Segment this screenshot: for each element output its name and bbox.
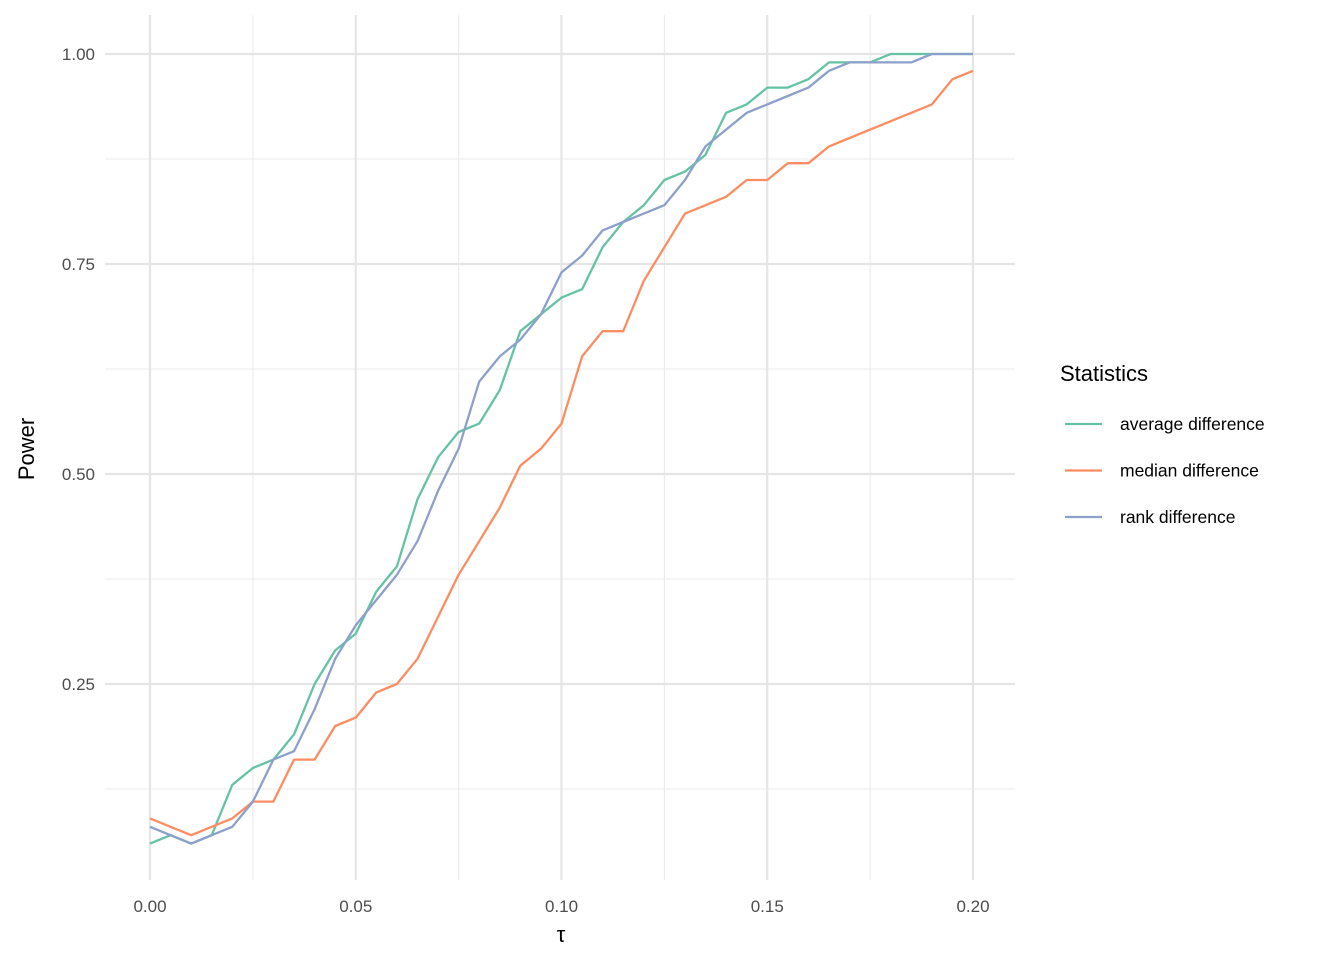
- y-tick-label: 0.25: [62, 675, 95, 694]
- series-lines: [149, 52, 974, 845]
- y-axis-ticks: 0.25 0.50 0.75 1.00: [62, 45, 95, 694]
- y-tick-label: 0.75: [62, 255, 95, 274]
- series-line-rank-difference: [149, 52, 973, 845]
- legend-label: median difference: [1120, 461, 1259, 481]
- legend-label: rank difference: [1120, 507, 1235, 527]
- x-tick-label: 0.10: [545, 897, 578, 916]
- series-line-median-difference: [149, 69, 974, 837]
- grid: [105, 15, 1015, 880]
- legend-item: average difference: [1065, 414, 1265, 434]
- y-axis-label: Power: [14, 418, 39, 480]
- x-axis-label: τ: [557, 922, 566, 947]
- legend-item: rank difference: [1065, 507, 1235, 527]
- legend-item: median difference: [1065, 461, 1259, 481]
- x-axis-ticks: 0.00 0.05 0.10 0.15 0.20: [133, 897, 989, 916]
- legend: Statistics average difference median diff…: [1060, 361, 1265, 527]
- x-tick-label: 0.15: [751, 897, 784, 916]
- y-tick-label: 1.00: [62, 45, 95, 64]
- legend-label: average difference: [1120, 414, 1265, 434]
- series-line-average-difference: [149, 52, 973, 845]
- x-tick-label: 0.05: [339, 897, 372, 916]
- legend-title: Statistics: [1060, 361, 1148, 386]
- x-tick-label: 0.20: [956, 897, 989, 916]
- y-tick-label: 0.50: [62, 465, 95, 484]
- x-tick-label: 0.00: [133, 897, 166, 916]
